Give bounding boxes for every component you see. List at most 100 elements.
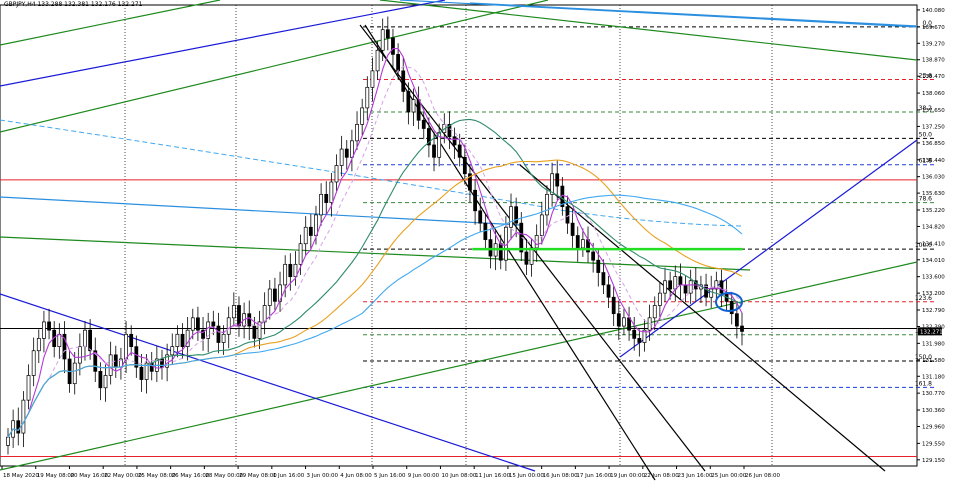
candle-body bbox=[77, 346, 82, 364]
candle-body bbox=[427, 128, 431, 146]
candle-body bbox=[329, 181, 334, 203]
candle-body bbox=[16, 420, 21, 434]
candle-body bbox=[370, 70, 375, 88]
candle-body bbox=[190, 317, 195, 331]
x-tick-label: 9 Jun 00:00 bbox=[408, 473, 440, 479]
candle-body bbox=[144, 362, 149, 380]
candle-body bbox=[550, 173, 554, 195]
y-tick-label: 138.470 bbox=[922, 74, 945, 80]
candle-body bbox=[319, 193, 323, 216]
candle-body bbox=[88, 329, 93, 352]
y-tick-label: 129.150 bbox=[922, 458, 945, 464]
candle-body bbox=[432, 144, 436, 158]
candle-body bbox=[462, 156, 467, 175]
candle-body bbox=[663, 280, 667, 294]
x-tick-label: 28 May 00:00 bbox=[205, 473, 243, 479]
x-tick-label: 18 May 2020 bbox=[3, 473, 39, 479]
candle-body bbox=[509, 206, 513, 228]
y-tick-label: 134.410 bbox=[922, 241, 945, 247]
candle-body bbox=[637, 338, 642, 343]
trend-line bbox=[619, 139, 918, 358]
y-tick-label: 136.440 bbox=[922, 158, 945, 164]
plot-frame bbox=[0, 4, 918, 467]
trend-line bbox=[399, 0, 918, 28]
y-tick-label: 131.980 bbox=[922, 341, 945, 347]
y-tick-label: 132.790 bbox=[922, 308, 945, 314]
candle-body bbox=[298, 243, 303, 265]
y-tick-label: 134.010 bbox=[922, 258, 945, 264]
candle-body bbox=[575, 235, 580, 249]
candle-body bbox=[57, 333, 62, 347]
x-tick-label: 22 Jun 08:00 bbox=[644, 473, 679, 479]
candle-body bbox=[180, 333, 185, 347]
x-tick-label: 17 Jun 16:00 bbox=[576, 473, 611, 479]
trend-line bbox=[0, 196, 521, 226]
candle-body bbox=[293, 263, 298, 278]
candle-body bbox=[365, 86, 370, 109]
candles-group bbox=[6, 16, 744, 455]
trend-line bbox=[0, 0, 446, 87]
candle-body bbox=[160, 358, 164, 368]
candle-body bbox=[380, 29, 385, 51]
candle-body bbox=[478, 210, 483, 224]
candle-body bbox=[288, 263, 293, 278]
candle-body bbox=[632, 329, 637, 339]
candle-body bbox=[221, 333, 226, 343]
candle-body bbox=[355, 124, 359, 142]
y-tick-label: 138.870 bbox=[922, 58, 945, 64]
x-tick-label: 16 Jun 08:00 bbox=[543, 473, 578, 479]
candle-body bbox=[668, 280, 673, 290]
candle-body bbox=[688, 280, 693, 294]
candle-body bbox=[740, 325, 744, 332]
y-tick-label: 133.200 bbox=[922, 291, 945, 297]
candle-body bbox=[175, 333, 180, 347]
candle-body bbox=[401, 70, 406, 92]
candle-body bbox=[714, 280, 719, 290]
ma-cyan-line bbox=[7, 194, 743, 438]
candle-body bbox=[334, 165, 339, 183]
candle-body bbox=[616, 313, 621, 327]
y-tick-label: 134.820 bbox=[922, 224, 945, 230]
trend-line bbox=[0, 236, 751, 271]
candle-body bbox=[473, 189, 477, 212]
trend-line bbox=[379, 0, 918, 61]
candle-body bbox=[273, 288, 277, 302]
candle-body bbox=[314, 214, 318, 236]
x-tick-label: 15 Jun 00:00 bbox=[509, 473, 544, 479]
candle-body bbox=[678, 276, 683, 286]
y-tick-label: 136.030 bbox=[922, 175, 945, 181]
candle-body bbox=[734, 313, 739, 327]
candle-body bbox=[237, 305, 241, 327]
candle-body bbox=[257, 321, 262, 339]
trend-line bbox=[469, 2, 918, 27]
fib-level-label: 50.0 bbox=[919, 131, 933, 138]
candle-body bbox=[524, 251, 529, 265]
trend-line bbox=[0, 0, 221, 46]
candle-body bbox=[375, 49, 380, 72]
candle-body bbox=[704, 284, 708, 298]
candle-body bbox=[124, 333, 128, 360]
x-tick-label: 25 Jun 00:00 bbox=[711, 473, 746, 479]
candle-body bbox=[606, 284, 611, 298]
trend-line bbox=[519, 164, 886, 472]
candle-body bbox=[83, 329, 87, 347]
candle-body bbox=[657, 292, 662, 306]
candle-body bbox=[498, 243, 503, 261]
y-tick-label: 131.180 bbox=[922, 374, 945, 380]
fib-level-label: 150.0 bbox=[915, 354, 932, 361]
candle-body bbox=[406, 91, 411, 113]
candle-body bbox=[42, 321, 46, 339]
candle-body bbox=[580, 239, 585, 249]
candle-body bbox=[129, 333, 134, 347]
candle-body bbox=[231, 305, 236, 319]
y-tick-label: 130.360 bbox=[922, 408, 945, 414]
candle-body bbox=[683, 284, 688, 294]
candle-body bbox=[283, 263, 288, 286]
fib-level-label: 0.0 bbox=[922, 20, 932, 27]
y-tick-label: 129.550 bbox=[922, 441, 945, 447]
candle-body bbox=[216, 325, 221, 343]
candle-body bbox=[611, 296, 616, 315]
candle-body bbox=[211, 321, 216, 327]
